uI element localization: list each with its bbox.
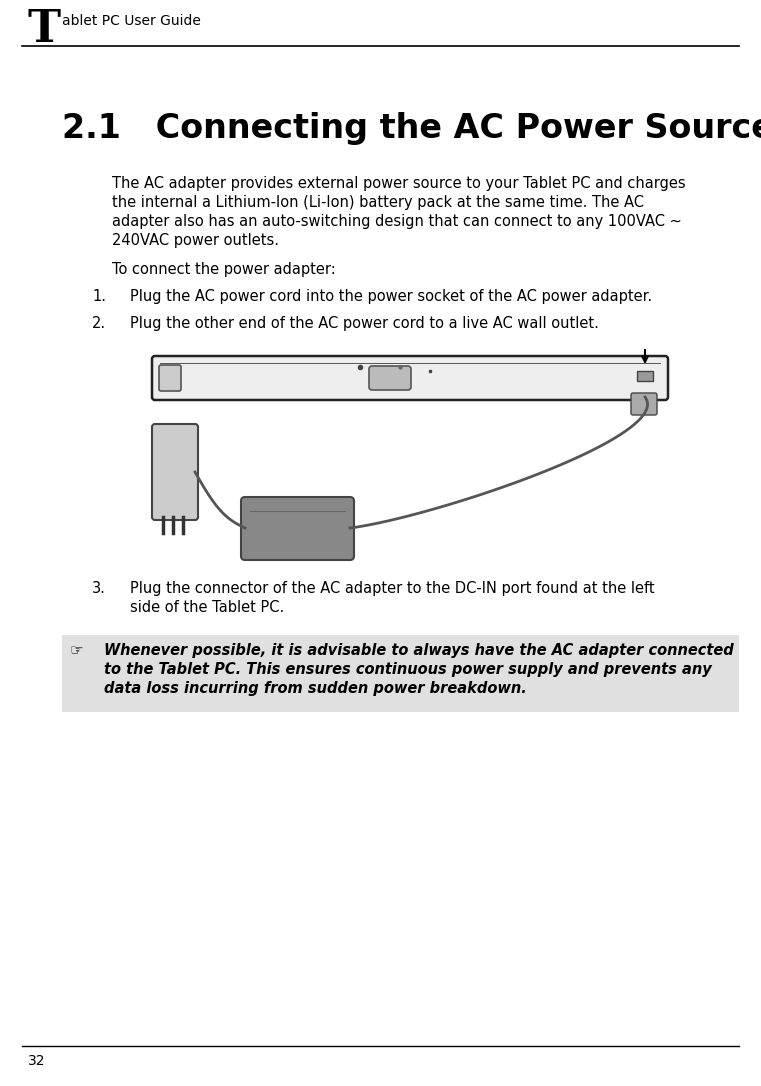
Text: ☞: ☞ (70, 643, 84, 658)
Text: T: T (28, 8, 61, 51)
Bar (62, 635, 739, 712)
Text: the internal a Lithium-Ion (Li-Ion) battery pack at the same time. The AC: the internal a Lithium-Ion (Li-Ion) batt… (112, 195, 644, 210)
Text: 32: 32 (28, 1055, 46, 1068)
Text: To connect the power adapter:: To connect the power adapter: (112, 262, 336, 277)
FancyBboxPatch shape (369, 366, 411, 390)
FancyBboxPatch shape (631, 393, 657, 415)
FancyBboxPatch shape (241, 497, 354, 560)
Text: 2.1   Connecting the AC Power Source: 2.1 Connecting the AC Power Source (62, 112, 761, 146)
Text: side of the Tablet PC.: side of the Tablet PC. (130, 599, 285, 615)
Text: 3.: 3. (92, 581, 106, 596)
Text: data loss incurring from sudden power breakdown.: data loss incurring from sudden power br… (104, 681, 527, 696)
Text: 2.: 2. (92, 316, 106, 331)
Text: Plug the AC power cord into the power socket of the AC power adapter.: Plug the AC power cord into the power so… (130, 289, 652, 304)
Text: The AC adapter provides external power source to your Tablet PC and charges: The AC adapter provides external power s… (112, 176, 686, 191)
Text: 240VAC power outlets.: 240VAC power outlets. (112, 233, 279, 248)
Text: Plug the connector of the AC adapter to the DC-IN port found at the left: Plug the connector of the AC adapter to … (130, 581, 654, 596)
FancyBboxPatch shape (637, 371, 653, 381)
FancyBboxPatch shape (159, 365, 181, 391)
Text: ablet PC User Guide: ablet PC User Guide (62, 14, 201, 28)
Text: adapter also has an auto-switching design that can connect to any 100VAC ~: adapter also has an auto-switching desig… (112, 214, 682, 229)
Text: to the Tablet PC. This ensures continuous power supply and prevents any: to the Tablet PC. This ensures continuou… (104, 662, 712, 677)
FancyBboxPatch shape (152, 356, 668, 400)
Text: Plug the other end of the AC power cord to a live AC wall outlet.: Plug the other end of the AC power cord … (130, 316, 599, 331)
Text: Whenever possible, it is advisable to always have the AC adapter connected: Whenever possible, it is advisable to al… (104, 643, 734, 658)
FancyBboxPatch shape (152, 424, 198, 520)
Text: 1.: 1. (92, 289, 106, 304)
